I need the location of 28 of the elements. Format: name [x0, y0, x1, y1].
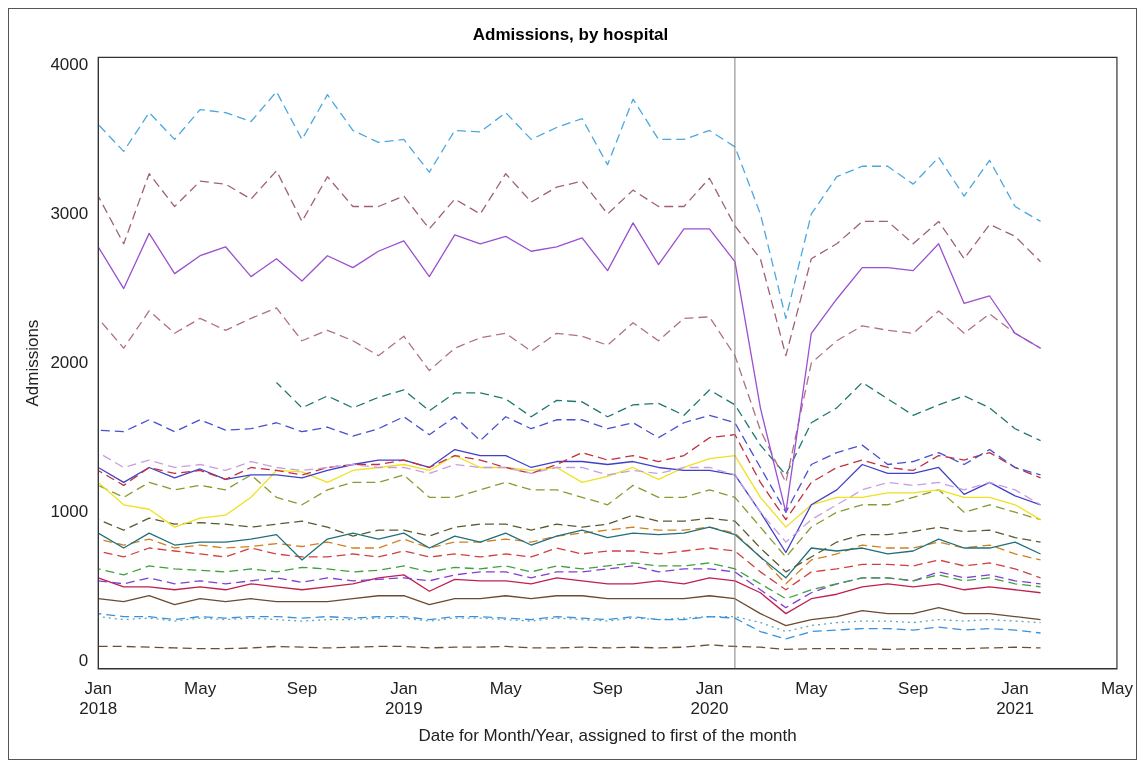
line-series: [98, 474, 1042, 558]
line-series: [98, 91, 1042, 320]
x-tick-label: Sep: [286, 678, 318, 698]
x-tick-label: Jan 2019: [384, 678, 423, 719]
line-series: [98, 612, 1042, 640]
x-tick-label: Jan 2020: [690, 678, 729, 719]
x-tick-label: May: [795, 678, 828, 698]
x-tick-label: Sep: [898, 678, 929, 698]
x-axis-title: Date for Month/Year, assigned to first of the month: [418, 726, 797, 746]
line-series: [275, 381, 1042, 476]
x-tick-label: May: [1100, 678, 1134, 698]
x-tick-label: Jan 2018: [79, 678, 118, 719]
line-series: [98, 565, 1042, 609]
x-tick-label: May: [184, 678, 217, 698]
x-tick-label: Sep: [592, 678, 623, 698]
y-tick-label: 1000: [50, 501, 89, 521]
line-series: [98, 434, 1042, 521]
x-tick-label: Jan 2021: [996, 678, 1034, 719]
y-tick-label: 3000: [50, 203, 89, 223]
y-tick-label: 4000: [50, 54, 89, 74]
chart-title: Admissions, by hospital: [472, 24, 669, 44]
y-axis-title: Admissions: [22, 319, 42, 407]
y-tick-label: 2000: [50, 352, 89, 372]
line-series: [98, 170, 1042, 357]
line-series: [98, 414, 1042, 513]
line-series: [98, 562, 1042, 600]
y-tick-label: 0: [78, 651, 89, 671]
x-tick-label: May: [489, 678, 523, 698]
